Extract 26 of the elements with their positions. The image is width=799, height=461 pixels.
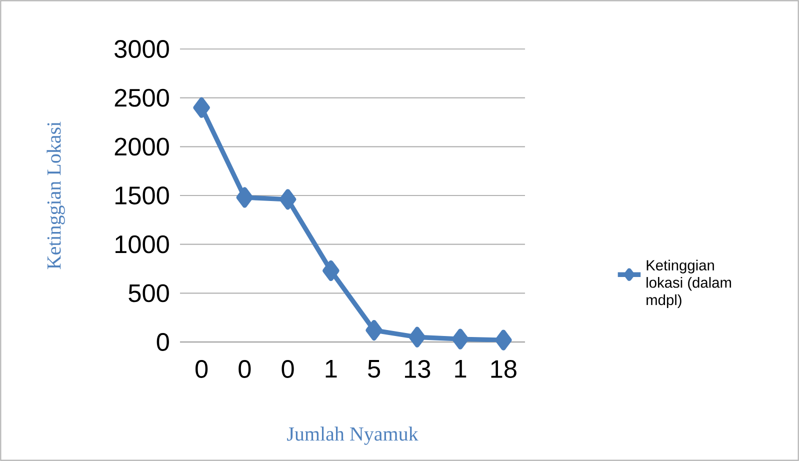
x-tick-label: 1 bbox=[455, 360, 466, 378]
y-tick-label: 2000 bbox=[114, 138, 169, 156]
point bbox=[452, 328, 469, 350]
y-tick-label: 1500 bbox=[116, 186, 169, 204]
x-tick-label: 0 bbox=[238, 360, 251, 378]
y-tick-label: 3000 bbox=[114, 40, 169, 58]
x-tick-label: 5 bbox=[368, 360, 380, 378]
legend-label: Ketinggian lokasi (dalam mdpl) bbox=[646, 260, 732, 308]
y-tick-label: 0 bbox=[156, 333, 169, 351]
x-tick-label: 0 bbox=[282, 360, 294, 378]
point bbox=[279, 189, 296, 210]
x-axis-title: Jumlah Nyamuk bbox=[287, 426, 418, 445]
point bbox=[495, 330, 512, 350]
y-tick-label: 2500 bbox=[114, 88, 169, 107]
point bbox=[322, 260, 340, 282]
y-tick-label: 1000 bbox=[116, 235, 169, 254]
point bbox=[366, 320, 382, 341]
point bbox=[193, 97, 210, 118]
y-axis-title: Ketinggian Lokasi bbox=[46, 122, 65, 270]
x-tick-label: 18 bbox=[491, 360, 516, 378]
x-tick-label: 1 bbox=[326, 360, 337, 378]
point bbox=[408, 326, 426, 348]
x-tick-label: 0 bbox=[196, 360, 208, 378]
point bbox=[236, 187, 254, 208]
y-tick-label: 500 bbox=[128, 284, 169, 302]
x-tick-label: 13 bbox=[405, 360, 430, 378]
